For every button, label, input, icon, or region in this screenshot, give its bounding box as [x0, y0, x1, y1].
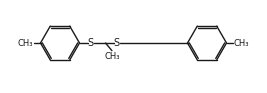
Text: S: S [113, 38, 120, 48]
Text: CH₃: CH₃ [18, 39, 33, 48]
Text: CH₃: CH₃ [234, 39, 249, 48]
Text: S: S [87, 38, 93, 48]
Text: CH₃: CH₃ [104, 52, 120, 61]
